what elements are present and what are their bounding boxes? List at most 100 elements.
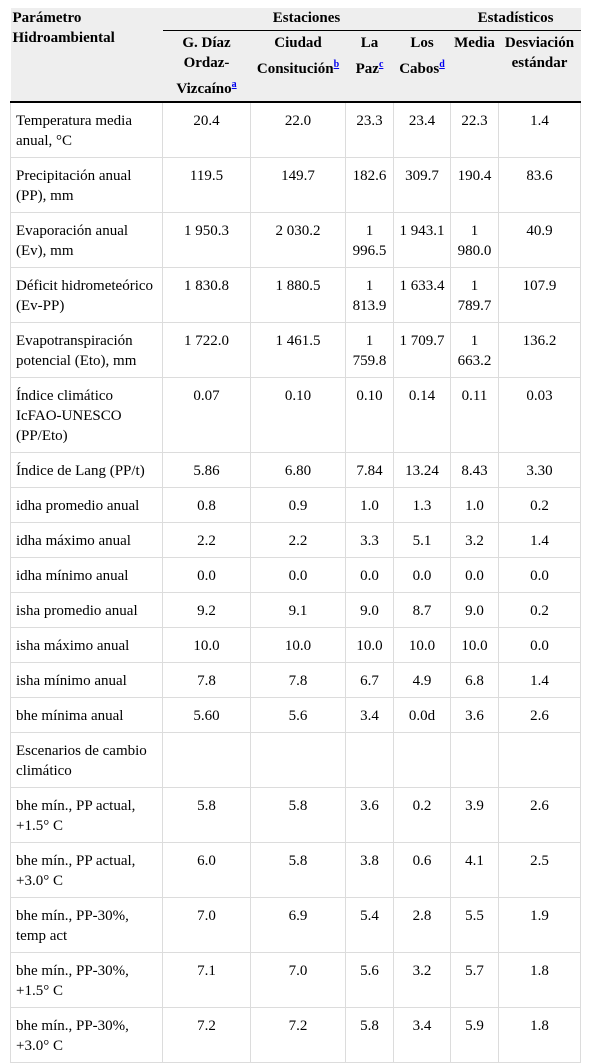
row-value-cell: 5.4 bbox=[345, 897, 394, 953]
row-value-cell: 7.2 bbox=[250, 1007, 346, 1063]
table-row: Índice de Lang (PP/t) 5.86 6.80 7.84 13.24 8.… bbox=[10, 452, 581, 488]
row-value-cell: 1 880.5 bbox=[250, 267, 346, 323]
table-row: bhe mín., PP-30%, +1.5° C 7.1 7.0 5.6 3.2 5.7… bbox=[10, 952, 581, 1008]
row-value-cell: 149.7 bbox=[250, 157, 346, 213]
row-value-cell: 3.9 bbox=[450, 787, 499, 843]
row-value-cell: 136.2 bbox=[498, 322, 581, 378]
row-value-cell: 5.8 bbox=[250, 842, 346, 898]
row-value-cell: 0.2 bbox=[498, 592, 581, 628]
row-value-cell: 10.0 bbox=[393, 627, 451, 663]
row-value-cell bbox=[450, 732, 499, 788]
stats-group-header: Estadísticos bbox=[450, 8, 581, 31]
row-value-cell: 2.8 bbox=[393, 897, 451, 953]
row-value-cell: 1.3 bbox=[393, 487, 451, 523]
row-value-cell: 1.0 bbox=[450, 487, 499, 523]
row-value-cell: 10.0 bbox=[450, 627, 499, 663]
row-value-cell: 3.2 bbox=[393, 952, 451, 1008]
table-row: idha promedio anual 0.8 0.9 1.0 1.3 1.0 0.2 bbox=[10, 487, 581, 523]
col-header-desviacion: Desviación estándar bbox=[498, 30, 581, 103]
row-value-cell: 1.9 bbox=[498, 897, 581, 953]
row-value-cell: 1 830.8 bbox=[162, 267, 251, 323]
table-row: bhe mínima anual 5.60 5.6 3.4 0.0d 3.6 2.6 bbox=[10, 697, 581, 733]
row-value-cell: 5.8 bbox=[345, 1007, 394, 1063]
row-value-cell: 2.6 bbox=[498, 697, 581, 733]
table-row: Déficit hidrometeórico (Ev-PP) 1 830.8 1 8… bbox=[10, 267, 581, 323]
row-value-cell: 119.5 bbox=[162, 157, 251, 213]
row-value-cell: 3.6 bbox=[450, 697, 499, 733]
table-header: Parámetro Hidroambiental Estaciones Esta… bbox=[10, 8, 581, 103]
row-value-cell: 3.2 bbox=[450, 522, 499, 558]
row-value-cell: 0.6 bbox=[393, 842, 451, 898]
row-value-cell bbox=[345, 732, 394, 788]
row-param-cell: bhe mín., PP actual, +1.5° C bbox=[10, 787, 163, 843]
row-value-cell bbox=[162, 732, 251, 788]
row-value-cell: 5.7 bbox=[450, 952, 499, 1008]
footnote-link-d[interactable]: d bbox=[439, 59, 445, 70]
row-value-cell: 2 030.2 bbox=[250, 212, 346, 268]
col-header-loscabos: Los Cabosd bbox=[393, 30, 451, 103]
row-value-cell: 20.4 bbox=[162, 102, 251, 158]
row-value-cell: 3.6 bbox=[345, 787, 394, 843]
row-value-cell: 0.07 bbox=[162, 377, 251, 453]
row-value-cell: 7.2 bbox=[162, 1007, 251, 1063]
footnote-link-c[interactable]: c bbox=[378, 59, 384, 70]
row-param-cell: Índice de Lang (PP/t) bbox=[10, 452, 163, 488]
row-value-cell: 107.9 bbox=[498, 267, 581, 323]
row-value-cell: 0.11 bbox=[450, 377, 499, 453]
row-value-cell: 0.0 bbox=[345, 557, 394, 593]
row-value-cell: 2.2 bbox=[162, 522, 251, 558]
row-value-cell: 0.10 bbox=[345, 377, 394, 453]
row-param-cell: isha máximo anual bbox=[10, 627, 163, 663]
row-value-cell: 23.3 bbox=[345, 102, 394, 158]
row-value-cell bbox=[393, 732, 451, 788]
table-row: bhe mín., PP actual, +1.5° C 5.8 5.8 3.6 0.2… bbox=[10, 787, 581, 843]
row-value-cell: 0.8 bbox=[162, 487, 251, 523]
row-value-cell: 7.8 bbox=[162, 662, 251, 698]
row-value-cell: 1 663.2 bbox=[450, 322, 499, 378]
col-header-gdiaz: G. Díaz Ordaz-Vizcaínoa bbox=[162, 30, 251, 103]
row-value-cell: 40.9 bbox=[498, 212, 581, 268]
row-param-cell: isha promedio anual bbox=[10, 592, 163, 628]
row-param-cell: isha mínimo anual bbox=[10, 662, 163, 698]
footnote-link-b[interactable]: b bbox=[333, 59, 340, 70]
table-row: isha máximo anual 10.0 10.0 10.0 10.0 10.0 0.0 bbox=[10, 627, 581, 663]
row-param-cell: Escenarios de cambio climático bbox=[10, 732, 163, 788]
table-row: Precipitación anual (PP), mm 119.5 149.7 18… bbox=[10, 157, 581, 213]
row-param-cell: Precipitación anual (PP), mm bbox=[10, 157, 163, 213]
row-value-cell: 10.0 bbox=[162, 627, 251, 663]
row-value-cell: 0.0 bbox=[450, 557, 499, 593]
table-body: Temperatura media anual, °C 20.4 22.0 23.3 2… bbox=[10, 102, 581, 1063]
row-value-cell: 0.0 bbox=[250, 557, 346, 593]
row-value-cell: 3.4 bbox=[393, 1007, 451, 1063]
row-param-cell: Índice climático IcFAO-UNESCO (PP/Eto) bbox=[10, 377, 163, 453]
row-param-cell: Evapotranspiración potencial (Eto), mm bbox=[10, 322, 163, 378]
row-value-cell: 0.0 bbox=[393, 557, 451, 593]
param-header: Parámetro Hidroambiental bbox=[10, 8, 163, 103]
row-value-cell: 0.0d bbox=[393, 697, 451, 733]
row-value-cell: 5.8 bbox=[162, 787, 251, 843]
row-value-cell: 23.4 bbox=[393, 102, 451, 158]
row-value-cell: 1 722.0 bbox=[162, 322, 251, 378]
row-value-cell: 6.7 bbox=[345, 662, 394, 698]
row-param-cell: Evaporación anual (Ev), mm bbox=[10, 212, 163, 268]
row-param-cell: bhe mín., PP-30%, +1.5° C bbox=[10, 952, 163, 1008]
row-value-cell: 1.4 bbox=[498, 522, 581, 558]
row-value-cell: 1 813.9 bbox=[345, 267, 394, 323]
table-row: idha mínimo anual 0.0 0.0 0.0 0.0 0.0 0.0 bbox=[10, 557, 581, 593]
row-value-cell: 6.0 bbox=[162, 842, 251, 898]
row-param-cell: bhe mín., PP actual, +3.0° C bbox=[10, 842, 163, 898]
col-header-media: Media bbox=[450, 30, 499, 103]
row-value-cell: 1 709.7 bbox=[393, 322, 451, 378]
row-value-cell: 3.3 bbox=[345, 522, 394, 558]
row-value-cell: 2.6 bbox=[498, 787, 581, 843]
table-row: Escenarios de cambio climático bbox=[10, 732, 581, 788]
row-param-cell: bhe mínima anual bbox=[10, 697, 163, 733]
row-value-cell: 7.8 bbox=[250, 662, 346, 698]
row-value-cell: 0.0 bbox=[498, 627, 581, 663]
footnote-link-a[interactable]: a bbox=[231, 79, 237, 90]
row-param-cell: Déficit hidrometeórico (Ev-PP) bbox=[10, 267, 163, 323]
row-value-cell: 1.8 bbox=[498, 952, 581, 1008]
row-value-cell: 1 633.4 bbox=[393, 267, 451, 323]
row-value-cell: 309.7 bbox=[393, 157, 451, 213]
